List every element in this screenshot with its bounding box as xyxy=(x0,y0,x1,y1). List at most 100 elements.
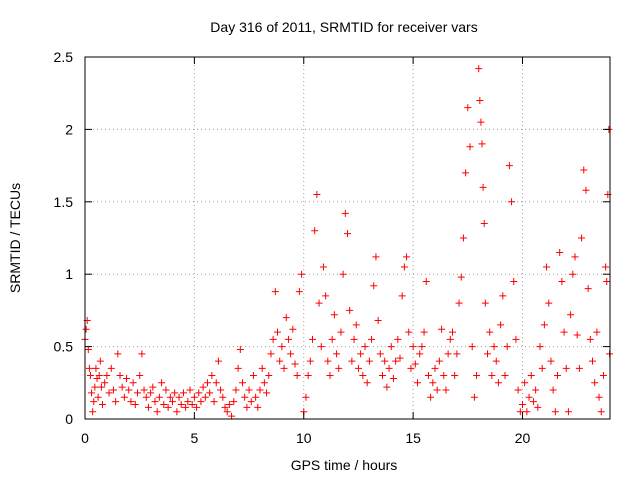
x-tick-label: 20 xyxy=(515,430,531,446)
data-point xyxy=(547,357,555,365)
data-point xyxy=(411,360,419,368)
data-point xyxy=(368,335,376,343)
data-point xyxy=(282,314,290,322)
data-point xyxy=(468,343,476,351)
data-point xyxy=(160,401,168,409)
data-point xyxy=(549,386,557,394)
data-point xyxy=(481,299,489,307)
data-point xyxy=(118,383,126,391)
data-point xyxy=(527,372,535,380)
data-point xyxy=(433,386,441,394)
data-point xyxy=(206,389,214,397)
data-point xyxy=(501,372,509,380)
x-tick-label: 15 xyxy=(405,430,421,446)
data-point xyxy=(385,364,393,372)
data-point xyxy=(575,364,583,372)
data-point xyxy=(414,379,421,387)
data-point xyxy=(188,401,196,409)
data-point xyxy=(562,364,570,372)
data-point xyxy=(271,288,279,296)
data-point xyxy=(503,343,511,351)
data-point xyxy=(492,357,500,365)
data-point xyxy=(239,379,246,387)
data-point xyxy=(114,350,122,358)
data-point xyxy=(584,285,592,293)
data-point xyxy=(243,403,251,411)
data-point xyxy=(473,372,481,380)
data-point xyxy=(315,299,323,307)
chart-title: Day 316 of 2011, SRMTID for receiver var… xyxy=(210,19,477,35)
data-point xyxy=(457,273,465,281)
data-point xyxy=(346,306,354,314)
data-point xyxy=(256,386,264,394)
data-point xyxy=(396,354,404,362)
data-point xyxy=(319,263,327,271)
data-point xyxy=(309,335,316,343)
data-point xyxy=(166,393,174,401)
data-point xyxy=(105,389,113,397)
data-point xyxy=(480,220,488,228)
data-point xyxy=(348,357,356,365)
data-point xyxy=(567,311,575,319)
data-point xyxy=(304,372,312,380)
y-tick-label: 0.5 xyxy=(54,339,74,355)
data-point xyxy=(186,386,194,394)
data-point xyxy=(556,248,564,256)
data-point xyxy=(564,408,572,416)
data-point xyxy=(554,372,561,380)
data-point xyxy=(287,350,295,358)
data-point xyxy=(398,292,406,300)
data-point xyxy=(407,364,415,372)
data-point xyxy=(405,328,413,336)
data-point xyxy=(444,350,452,358)
data-point xyxy=(219,393,227,401)
data-point xyxy=(252,393,260,401)
data-point xyxy=(484,350,491,358)
data-point xyxy=(138,350,146,358)
data-point xyxy=(383,383,391,391)
data-point xyxy=(418,343,426,351)
data-point xyxy=(420,328,428,336)
data-point xyxy=(175,393,183,401)
data-point xyxy=(109,386,117,394)
data-point xyxy=(440,372,448,380)
data-point xyxy=(525,393,533,401)
data-point xyxy=(359,372,367,380)
data-point xyxy=(120,393,128,401)
data-point xyxy=(595,393,603,401)
data-point xyxy=(162,386,170,394)
data-point xyxy=(193,403,201,411)
data-point xyxy=(260,379,268,387)
data-point xyxy=(392,357,400,365)
data-point xyxy=(464,104,472,112)
data-point xyxy=(247,398,255,406)
data-point xyxy=(422,277,430,285)
data-point xyxy=(569,270,577,278)
data-point xyxy=(125,386,133,394)
data-point xyxy=(263,389,271,397)
data-point xyxy=(322,292,330,300)
data-point xyxy=(127,398,135,406)
data-point xyxy=(214,357,222,365)
data-point xyxy=(306,357,314,365)
data-point xyxy=(155,393,163,401)
data-point xyxy=(210,398,218,406)
data-point xyxy=(365,357,373,365)
data-point xyxy=(372,253,380,261)
data-point xyxy=(223,408,231,416)
data-point xyxy=(92,364,100,372)
data-point xyxy=(89,408,97,416)
data-point xyxy=(151,398,159,406)
data-point xyxy=(543,263,551,271)
data-point xyxy=(232,386,240,394)
plot-frame xyxy=(84,56,611,420)
data-point xyxy=(449,328,456,336)
data-point xyxy=(330,311,338,319)
data-point xyxy=(267,350,275,358)
data-point xyxy=(453,350,461,358)
y-axis-label: SRMTID / TECUs xyxy=(7,183,23,293)
data-point xyxy=(514,386,522,394)
data-point xyxy=(212,379,220,387)
data-point xyxy=(284,335,292,343)
